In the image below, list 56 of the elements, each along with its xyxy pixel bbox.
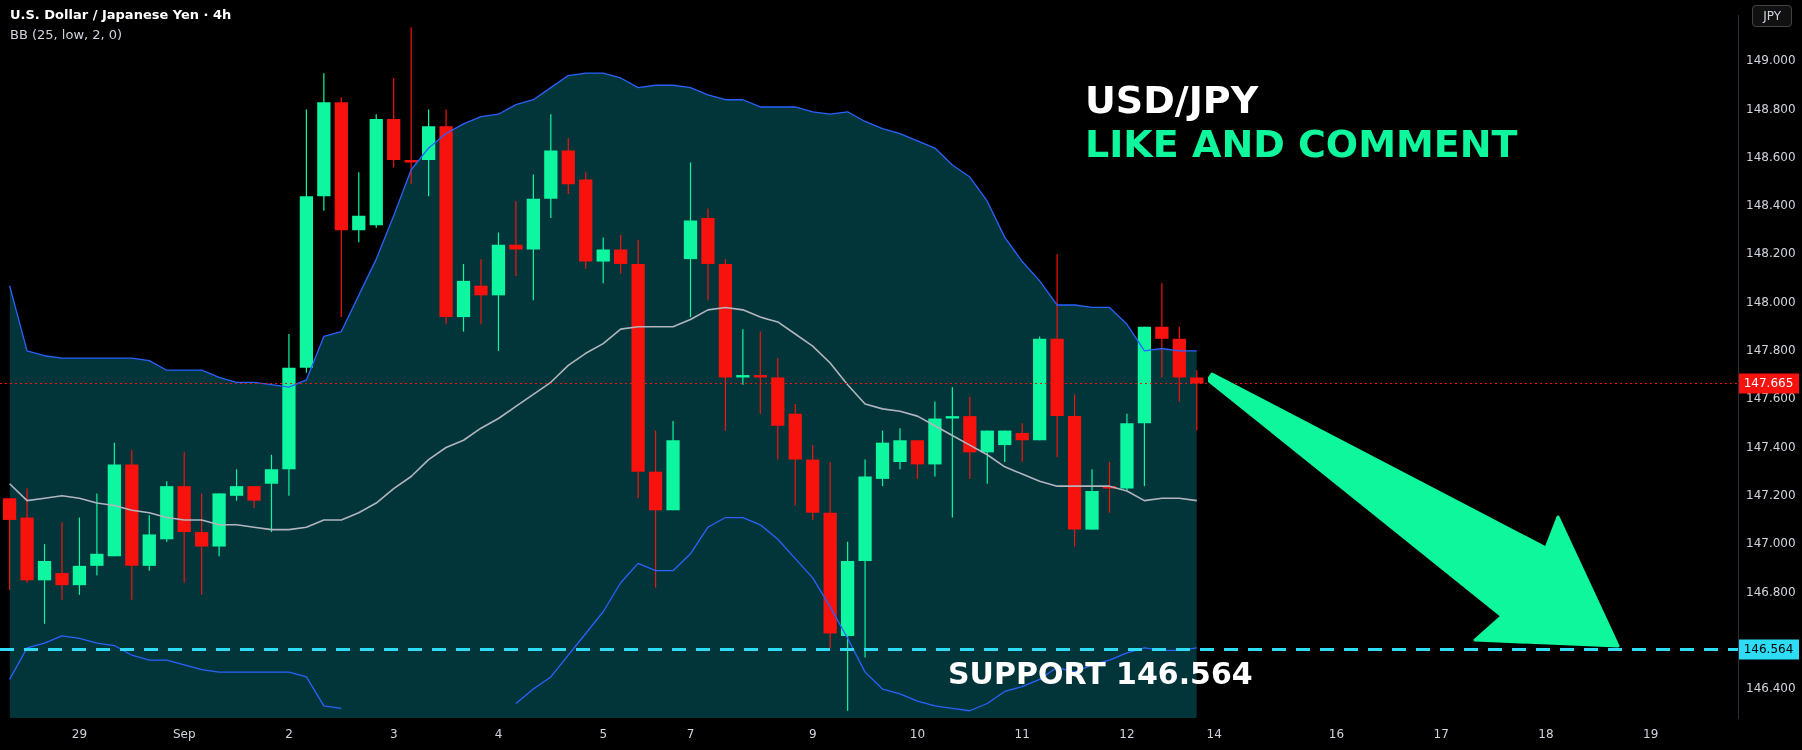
candlestick bbox=[72, 516, 87, 596]
x-tick-label: 11 bbox=[1014, 727, 1030, 742]
candlestick bbox=[1155, 282, 1169, 379]
y-tick-label: 147.200 bbox=[1746, 487, 1796, 502]
y-tick-label: 146.800 bbox=[1746, 584, 1796, 599]
chart-title: U.S. Dollar / Japanese Yen · 4h bbox=[10, 7, 232, 22]
candlestick bbox=[2, 497, 17, 591]
y-tick-label: 149.000 bbox=[1746, 53, 1796, 68]
candlestick bbox=[264, 454, 279, 533]
y-tick-label: 147.400 bbox=[1746, 439, 1796, 454]
y-axis-title: JPY bbox=[1752, 5, 1792, 27]
y-tick-label: 148.000 bbox=[1746, 294, 1796, 309]
candlestick bbox=[980, 430, 994, 485]
x-tick-label: 2 bbox=[285, 727, 293, 742]
candlestick bbox=[90, 492, 104, 577]
x-tick-label: 5 bbox=[599, 727, 608, 742]
y-tick-label: 147.800 bbox=[1746, 343, 1796, 358]
x-tick-label: 9 bbox=[808, 727, 817, 742]
y-tick-label: 146.400 bbox=[1746, 681, 1796, 696]
candlestick bbox=[404, 26, 418, 185]
x-tick-label: 3 bbox=[389, 727, 398, 742]
candlestick bbox=[229, 468, 244, 502]
x-tick-label: 17 bbox=[1433, 727, 1449, 742]
x-tick-label: 10 bbox=[909, 727, 926, 742]
text: BB (25, low, 2, 0) bbox=[10, 27, 123, 42]
x-tick-label: 12 bbox=[1119, 727, 1135, 742]
candlestick bbox=[195, 492, 209, 596]
y-tick-label: 147.000 bbox=[1746, 536, 1796, 551]
x-tick-label: 4 bbox=[494, 727, 503, 742]
candlestick bbox=[474, 258, 488, 325]
y-tick-label: 148.400 bbox=[1746, 198, 1796, 213]
x-tick-label: Sep bbox=[172, 727, 196, 742]
x-tick-label: 7 bbox=[686, 727, 695, 742]
x-tick-label: 29 bbox=[71, 727, 88, 742]
candlestick bbox=[614, 234, 628, 275]
x-tick-label: 18 bbox=[1538, 727, 1554, 742]
candlestick bbox=[37, 543, 52, 625]
candlestick bbox=[945, 386, 959, 519]
y-tick-label: 148.800 bbox=[1746, 101, 1796, 116]
x-tick-label: 16 bbox=[1328, 727, 1345, 742]
candlestick bbox=[247, 485, 261, 509]
x-tick-label: 19 bbox=[1643, 727, 1659, 742]
x-tick-label: 14 bbox=[1206, 727, 1222, 742]
candlestick bbox=[998, 430, 1012, 463]
y-tick-label: 148.600 bbox=[1746, 149, 1796, 164]
candlestick bbox=[352, 171, 366, 243]
candlestick bbox=[893, 427, 907, 470]
candlestick bbox=[596, 236, 610, 284]
candlestick bbox=[55, 521, 69, 601]
ref-line-label: 147.665 bbox=[1743, 375, 1794, 390]
y-tick-label: 147.600 bbox=[1746, 391, 1796, 406]
annotation: USD/JPY bbox=[1085, 78, 1259, 122]
ref-line-label: 146.564 bbox=[1743, 641, 1794, 656]
y-tick-label: 148.200 bbox=[1746, 246, 1796, 261]
annotation: LIKE AND COMMENT bbox=[1085, 122, 1518, 166]
candlestick bbox=[1015, 422, 1029, 463]
